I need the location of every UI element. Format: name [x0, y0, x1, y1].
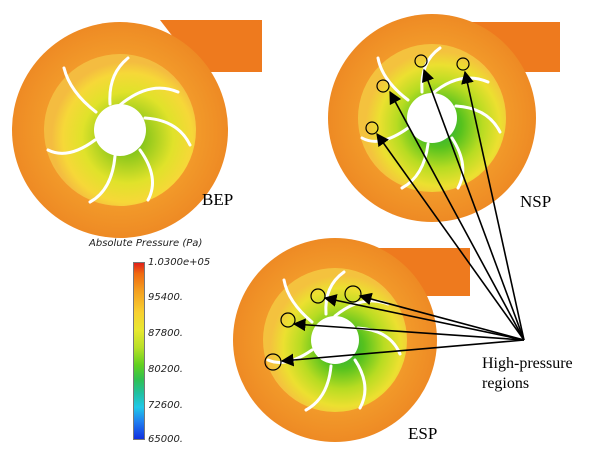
- nsp-marker-4: [365, 121, 379, 135]
- panel-label-esp: ESP: [408, 424, 438, 443]
- bep-blades: [46, 56, 192, 204]
- annotation-arrows: [280, 68, 525, 367]
- colorbar: [133, 262, 145, 440]
- annotation-line-1: High-pressure: [482, 355, 573, 372]
- colorbar-tick-max: 1.0300e+05: [148, 257, 211, 268]
- panel-label-bep: BEP: [202, 190, 234, 209]
- annotation-text: High-pressure regions: [482, 354, 573, 394]
- bep-discharge: [160, 20, 262, 72]
- colorbar-title: Absolute Pressure (Pa): [89, 238, 203, 249]
- colorbar-tick: 87800.: [148, 328, 183, 339]
- nsp-eye: [407, 93, 457, 143]
- annotation-line-2: regions: [482, 375, 530, 392]
- colorbar-tick: 95400.: [148, 292, 183, 303]
- colorbar-tick-min: 65000.: [148, 434, 183, 445]
- colorbar-tick: 72600.: [148, 400, 183, 411]
- nsp-marker-2: [414, 54, 428, 68]
- nsp-marker-3: [456, 57, 470, 71]
- esp-pump: [233, 238, 470, 442]
- bep-pump: [12, 20, 262, 238]
- nsp-marker-1: [376, 79, 390, 93]
- colorbar-tick: 80200.: [148, 364, 183, 375]
- panel-label-nsp: NSP: [520, 192, 552, 211]
- bep-eye: [94, 104, 146, 156]
